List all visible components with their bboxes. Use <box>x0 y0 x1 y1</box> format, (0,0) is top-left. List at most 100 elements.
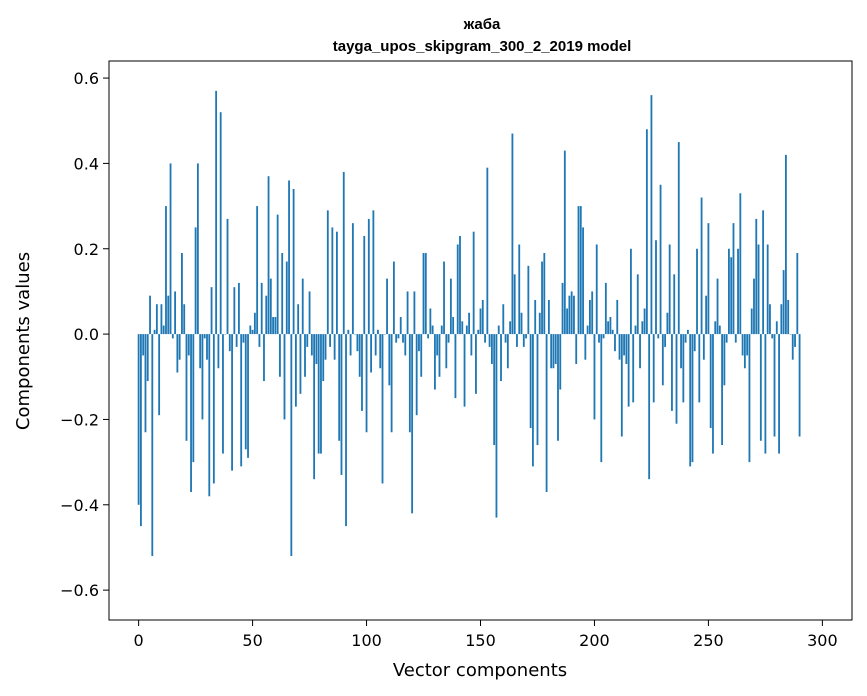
bar-228 <box>657 334 660 339</box>
bar-251 <box>709 334 712 428</box>
bar-23 <box>190 334 192 492</box>
bar-204 <box>602 334 605 339</box>
bar-133 <box>440 325 443 335</box>
bar-175 <box>536 334 539 446</box>
bar-227 <box>655 240 657 335</box>
bar-239 <box>682 334 685 403</box>
bar-89 <box>340 334 343 475</box>
bar-143 <box>463 334 466 407</box>
bar-119 <box>408 334 411 433</box>
bar-81 <box>322 334 325 382</box>
bar-210 <box>616 299 619 335</box>
bar-152 <box>484 334 486 343</box>
bar-153 <box>486 167 489 335</box>
bar-161 <box>504 334 507 343</box>
bar-259 <box>728 248 730 335</box>
bar-39 <box>226 218 229 335</box>
bar-198 <box>588 299 591 335</box>
bar-114 <box>397 334 400 339</box>
bar-202 <box>598 334 600 343</box>
bar-247 <box>700 197 703 335</box>
bar-241 <box>686 329 689 335</box>
bar-229 <box>659 184 662 335</box>
bar-16 <box>174 291 176 335</box>
bar-212 <box>620 334 623 437</box>
bar-196 <box>584 334 587 360</box>
bar-85 <box>331 227 334 335</box>
bar-205 <box>604 282 607 335</box>
bar-68 <box>292 189 295 335</box>
bar-104 <box>374 334 377 356</box>
bar-43 <box>235 334 238 347</box>
x-tick-label: 300 <box>807 631 838 650</box>
bar-285 <box>787 299 790 335</box>
bar-41 <box>231 334 233 471</box>
bar-35 <box>217 334 220 369</box>
bar-87 <box>336 231 338 335</box>
y-tick-label: −0.2 <box>60 410 99 429</box>
bar-14 <box>169 163 172 335</box>
bar-120 <box>411 334 414 514</box>
bar-289 <box>796 253 799 335</box>
bar-140 <box>456 244 459 335</box>
bar-173 <box>532 334 534 467</box>
bar-191 <box>573 295 575 335</box>
bar-283 <box>782 270 785 335</box>
bar-34 <box>215 90 218 335</box>
bar-129 <box>431 325 434 335</box>
bar-70 <box>297 304 300 335</box>
bar-1 <box>140 334 142 527</box>
bar-209 <box>614 334 616 352</box>
bar-271 <box>755 218 758 335</box>
bar-250 <box>707 223 710 335</box>
bar-28 <box>201 334 204 420</box>
bar-262 <box>734 334 737 343</box>
bar-107 <box>381 334 384 484</box>
bar-93 <box>349 334 352 356</box>
bar-150 <box>479 308 482 335</box>
bar-253 <box>714 321 717 335</box>
bar-208 <box>611 329 614 335</box>
bar-182 <box>552 334 555 369</box>
bar-29 <box>203 334 206 339</box>
bar-149 <box>477 329 480 335</box>
bar-233 <box>668 244 671 335</box>
bar-118 <box>406 291 409 335</box>
bar-215 <box>627 334 630 407</box>
chart-subtitle: tayga_upos_skipgram_300_2_2019 model <box>333 38 632 55</box>
bar-94 <box>351 223 354 335</box>
bar-189 <box>568 295 571 335</box>
x-tick-label: 200 <box>579 631 610 650</box>
bar-151 <box>481 299 484 335</box>
bar-127 <box>427 334 429 339</box>
bar-160 <box>502 304 505 335</box>
bar-155 <box>490 334 493 364</box>
bar-7 <box>153 329 156 335</box>
bar-269 <box>750 308 753 335</box>
bar-61 <box>276 214 279 335</box>
bar-216 <box>630 248 632 335</box>
y-tick-label: 0.0 <box>74 325 99 344</box>
bar-261 <box>732 223 735 335</box>
bar-77 <box>313 334 316 480</box>
bar-57 <box>267 176 270 335</box>
bar-49 <box>249 325 252 335</box>
bar-185 <box>559 334 562 390</box>
bar-117 <box>404 334 407 356</box>
bar-55 <box>263 334 265 382</box>
bar-154 <box>488 334 491 347</box>
bar-124 <box>420 334 423 377</box>
bar-197 <box>586 325 589 335</box>
bar-0 <box>137 334 140 505</box>
bar-159 <box>500 334 502 382</box>
bar-69 <box>294 334 297 407</box>
bar-242 <box>689 334 692 467</box>
bar-52 <box>256 206 259 335</box>
bar-96 <box>356 334 359 352</box>
bar-134 <box>443 261 445 335</box>
bar-282 <box>780 304 783 335</box>
bar-192 <box>575 334 578 364</box>
bar-126 <box>424 253 427 335</box>
bar-219 <box>636 274 639 335</box>
bar-183 <box>554 334 557 364</box>
